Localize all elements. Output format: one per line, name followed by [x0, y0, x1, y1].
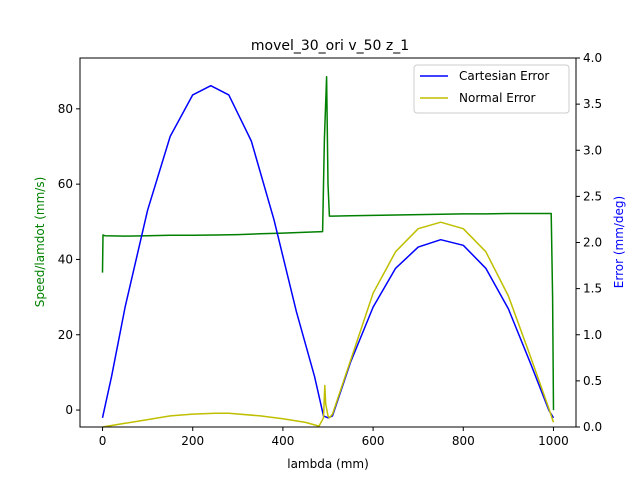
- y-right-tick-label: 3.0: [583, 143, 602, 157]
- y-right-tick-label: 3.5: [583, 97, 602, 111]
- legend-label-normal-error: Normal Error: [459, 91, 536, 105]
- y-right-tick-label: 1.0: [583, 328, 602, 342]
- y-right-axis-label: Error (mm/deg): [612, 196, 626, 288]
- x-tick-label: 400: [271, 434, 294, 448]
- series-line-normal-error: [102, 221, 555, 428]
- chart-title: movel_30_ori v_50 z_1: [251, 38, 409, 54]
- x-tick-label: 0: [99, 434, 107, 448]
- x-tick-label: 1000: [538, 434, 569, 448]
- y-left-tick-label: 40: [58, 252, 73, 266]
- x-tick-label: 200: [181, 434, 204, 448]
- y-right-tick-label: 4.0: [583, 51, 602, 65]
- x-axis-label: lambda (mm): [287, 457, 369, 471]
- series-line-speed: [101, 76, 555, 411]
- series-line-cartesian-error: [101, 84, 555, 419]
- y-left-axis-label: Speed/lamdot (mm/s): [33, 177, 47, 308]
- x-axis-ticks: 0 200 400 600 800 1000: [99, 427, 569, 448]
- y-right-tick-label: 0.0: [583, 420, 602, 434]
- y-right-tick-label: 2.0: [583, 236, 602, 250]
- y-right-tick-label: 0.5: [583, 374, 602, 388]
- legend: Cartesian Error Normal Error: [413, 64, 570, 114]
- y-right-tick-label: 2.5: [583, 189, 602, 203]
- y-right-axis-ticks: 0.0 0.5 1.0 1.5 2.0 2.5 3.0 3.5 4.0: [576, 51, 602, 434]
- y-left-tick-label: 60: [58, 177, 73, 191]
- y-left-tick-label: 20: [58, 328, 73, 342]
- y-right-tick-label: 1.5: [583, 282, 602, 296]
- legend-box: [413, 64, 570, 114]
- y-left-axis-ticks: 0 20 40 60 80: [58, 102, 80, 417]
- series-layer: [101, 76, 555, 428]
- x-tick-label: 800: [452, 434, 475, 448]
- y-left-tick-label: 0: [65, 403, 73, 417]
- x-tick-label: 600: [362, 434, 385, 448]
- y-left-tick-label: 80: [58, 102, 73, 116]
- legend-label-cartesian-error: Cartesian Error: [459, 69, 549, 83]
